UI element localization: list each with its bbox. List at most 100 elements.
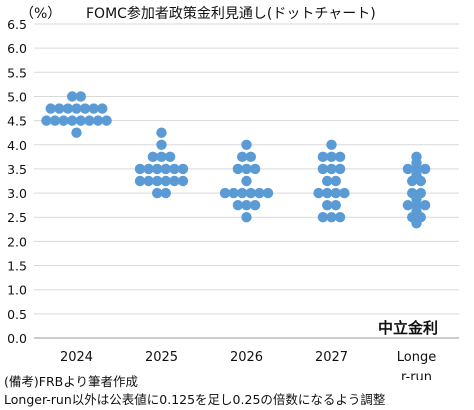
dot-point — [249, 163, 261, 175]
dot-point — [152, 187, 163, 199]
dot-point — [249, 199, 261, 211]
dot-point — [147, 151, 159, 163]
y-tick-label: 2.0 — [7, 234, 27, 249]
x-axis-ticks: 2024 2025 2026 2027 Longe r-run — [60, 350, 436, 380]
dot-point — [45, 103, 56, 114]
dot-point — [75, 115, 87, 126]
watermark-label: 中立金利 — [378, 319, 438, 337]
dot-point — [322, 187, 333, 199]
y-tick-label: 4.0 — [7, 138, 27, 153]
dot-point — [67, 115, 78, 126]
dot-point — [160, 163, 171, 175]
dot-point — [326, 212, 337, 223]
adjustment-note: Longer-run以外は公表値に0.125を足し0.25の倍数になるよう調整 — [4, 392, 386, 407]
y-axis-ticks: 0.0 0.5 1.0 1.5 2.0 2.5 3.0 3.5 4.0 4.5 5.0 5.5 6.0 6… — [7, 17, 27, 346]
dot-point — [241, 163, 252, 175]
dot-point — [330, 187, 341, 199]
dot-point — [71, 127, 82, 138]
dot-point — [317, 212, 329, 223]
dot-point — [415, 175, 426, 187]
y-tick-label: 5.5 — [7, 65, 27, 80]
dot-point — [317, 151, 329, 163]
dot-point — [262, 187, 274, 199]
dot-point — [232, 199, 244, 211]
dot-point — [411, 218, 422, 229]
dot-point — [330, 175, 341, 187]
dot-point — [237, 151, 248, 163]
dot-point — [67, 91, 78, 102]
dot-point — [407, 175, 418, 187]
dot-point — [54, 103, 65, 114]
dot-point — [419, 163, 431, 175]
dot-point — [245, 187, 256, 199]
chart-title: FOMC参加者政策金利見通し(ドットチャート) — [86, 5, 376, 22]
dot-point — [232, 163, 244, 175]
dot-point — [79, 103, 91, 114]
dot-point — [326, 163, 337, 175]
dot-point — [241, 199, 252, 211]
source-note: (備考)FRBより筆者作成 — [4, 374, 138, 389]
dot-point — [160, 175, 171, 187]
dot-point — [84, 115, 95, 126]
dot-point — [241, 212, 252, 223]
x-tick-label: Longe — [397, 350, 436, 365]
dot-point — [330, 199, 341, 211]
y-tick-label: 6.5 — [7, 17, 27, 32]
unit-label: （%） — [20, 6, 61, 22]
dot-point — [156, 127, 167, 138]
dot-point — [143, 175, 154, 187]
dot-point — [92, 115, 104, 126]
dot-point — [134, 175, 146, 187]
dot-point — [241, 175, 252, 187]
y-tick-label: 2.5 — [7, 210, 27, 225]
dot-point — [177, 175, 189, 187]
y-tick-label: 0.5 — [7, 307, 27, 322]
dot-point — [152, 163, 163, 175]
dot-chart: （%） FOMC参加者政策金利見通し(ドットチャート) 0.0 0.5 1.0 1.5… — [7, 5, 459, 380]
dot-point — [41, 115, 52, 126]
x-tick-label: 2025 — [145, 350, 178, 365]
dot-point — [164, 151, 176, 163]
dot-point — [419, 199, 431, 211]
x-tick-label: r-run — [401, 370, 432, 380]
dot-point — [177, 163, 189, 175]
y-tick-label: 4.5 — [7, 114, 27, 129]
dot-point — [156, 151, 167, 163]
y-tick-label: 6.0 — [7, 41, 27, 56]
dot-point — [245, 151, 256, 163]
y-tick-label: 5.0 — [7, 89, 27, 104]
y-tick-label: 1.0 — [7, 283, 27, 298]
dot-point — [326, 139, 337, 150]
dot-point — [88, 103, 99, 114]
x-tick-label: 2027 — [315, 350, 348, 365]
dot-point — [152, 175, 163, 187]
dot-point — [313, 187, 324, 199]
dot-point — [169, 175, 180, 187]
dots — [41, 91, 431, 229]
dot-point — [241, 139, 252, 150]
dot-point — [334, 212, 346, 223]
dot-point — [143, 163, 154, 175]
dot-point — [134, 163, 146, 175]
x-tick-label: 2026 — [230, 350, 263, 365]
dot-point — [402, 199, 414, 211]
dot-point — [71, 103, 82, 114]
dot-point — [169, 163, 180, 175]
dot-point — [322, 199, 333, 211]
y-tick-label: 3.5 — [7, 162, 27, 177]
dot-point — [219, 187, 231, 199]
dot-point — [402, 163, 414, 175]
dot-point — [49, 115, 61, 126]
dot-point — [334, 163, 346, 175]
y-tick-label: 0.0 — [7, 331, 27, 346]
dot-point — [339, 187, 350, 199]
dot-point — [75, 91, 87, 102]
y-tick-label: 3.0 — [7, 186, 27, 201]
dot-point — [156, 139, 167, 150]
dot-point — [101, 115, 112, 126]
dot-point — [254, 187, 265, 199]
dot-point — [228, 187, 239, 199]
dot-point — [58, 115, 69, 126]
dot-point — [237, 187, 248, 199]
y-tick-label: 1.5 — [7, 259, 27, 274]
